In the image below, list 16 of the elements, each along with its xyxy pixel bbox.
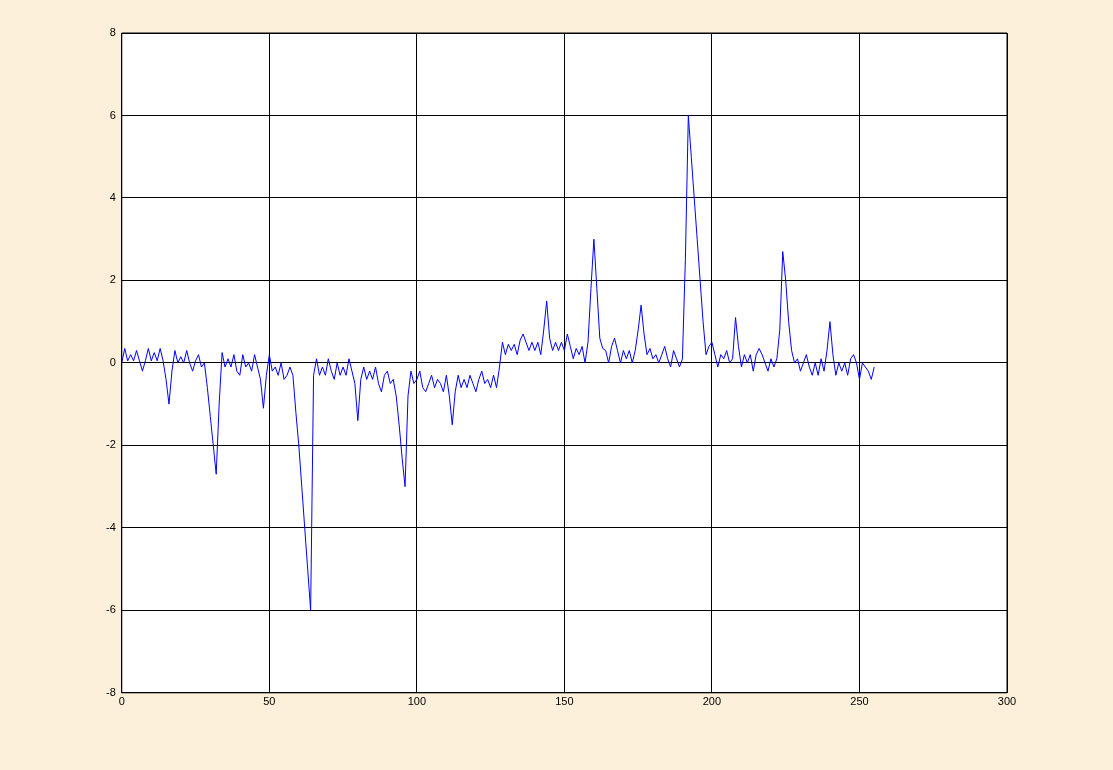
y-tick-label: -8 [106,685,116,698]
y-tick-label: 2 [109,273,116,286]
y-tick-label: 0 [109,355,116,368]
y-tick-label: 8 [109,26,116,39]
y-tick-label: -6 [106,603,116,616]
x-tick-label: 150 [555,695,574,708]
x-tick-label: 250 [850,695,869,708]
x-tick-label: 50 [263,695,276,708]
y-tick-label: -2 [106,438,116,451]
x-tick-label: 200 [702,695,722,708]
x-tick-label: 300 [997,695,1017,708]
y-tick-label: -4 [106,520,116,533]
y-tick-label: 4 [109,190,116,203]
x-tick-label: 0 [118,695,125,708]
x-tick-label: 100 [407,695,427,708]
y-tick-label: 6 [109,108,116,121]
